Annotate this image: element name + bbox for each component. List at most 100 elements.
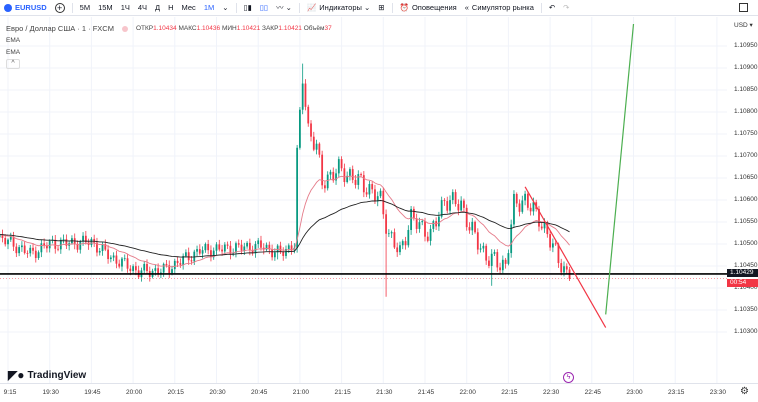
candle-style-button[interactable]: ▯▯	[256, 0, 272, 16]
candle-body	[432, 221, 435, 229]
candle-body	[146, 263, 148, 272]
candle-body	[265, 244, 268, 250]
time-axis[interactable]: ⚙ 9:15 19:30 19:45 20:00 20:15 20:30 20:45 21:0…	[0, 383, 758, 402]
candles-icon: ▯▮	[243, 3, 252, 12]
candle-body	[112, 255, 115, 258]
candle-body	[387, 233, 390, 235]
candle-body	[254, 244, 257, 254]
candle-body	[337, 159, 340, 174]
candle-body	[12, 236, 15, 247]
price-label: 1.10900	[734, 64, 758, 71]
time-label: 21:45	[417, 389, 435, 396]
time-label: 20:00	[125, 389, 143, 396]
layouts-button[interactable]: ⊞	[374, 0, 388, 16]
fullscreen-button[interactable]	[735, 0, 752, 16]
interval-Мес[interactable]: Мес	[181, 3, 196, 12]
candle-body	[399, 245, 401, 253]
interval-1Ч[interactable]: 1Ч	[120, 3, 130, 12]
candle-body	[59, 239, 62, 250]
interval-5M[interactable]: 5M	[79, 3, 91, 12]
candle-body	[251, 250, 254, 254]
candle-body	[412, 208, 415, 219]
candle-body	[23, 245, 26, 254]
candle-body	[185, 252, 187, 257]
undo-button[interactable]: ↶	[545, 0, 559, 16]
time-label: 23:15	[668, 389, 685, 396]
candle-body	[499, 267, 501, 271]
candle-body	[62, 239, 65, 240]
candle-body	[260, 240, 262, 248]
interval-15M[interactable]: 15M	[98, 3, 113, 12]
candle-body	[101, 244, 104, 252]
price-chart[interactable]	[0, 17, 727, 383]
candle-body	[465, 207, 468, 228]
candle-body	[318, 143, 321, 155]
candle-body	[365, 192, 368, 195]
currency-selector[interactable]: USD ▾	[734, 22, 753, 29]
candle-body	[43, 243, 46, 246]
candle-body	[424, 221, 426, 237]
redo-icon: ↷	[563, 3, 570, 12]
close-value: 1.10421	[278, 25, 302, 32]
legend-ema-2[interactable]: EMA	[6, 49, 21, 56]
candle-body	[187, 252, 190, 261]
lightning-icon[interactable]: ϟ	[563, 372, 574, 383]
candle-body	[79, 241, 82, 250]
candle-body	[532, 202, 535, 212]
candle-body	[324, 185, 326, 189]
volume-value: 37	[324, 25, 332, 32]
candle-body	[551, 243, 554, 248]
alerts-button[interactable]: ⏰ Оповещения	[396, 0, 461, 16]
candle-body	[382, 190, 385, 215]
candle-body	[104, 244, 107, 250]
candle-body	[204, 244, 207, 251]
redo-button[interactable]: ↷	[559, 0, 573, 16]
price-axis[interactable]: USD ▾ 1.10950 1.10900 1.10850 1.10800 1.1075…	[727, 17, 758, 383]
candle-body	[335, 173, 337, 181]
candle-body	[0, 234, 1, 238]
compare-button[interactable]: +	[51, 0, 69, 16]
candle-body	[521, 200, 524, 212]
candle-body	[488, 260, 490, 266]
candle-body	[426, 236, 429, 241]
line-style-button[interactable]: 〰 ⌄	[272, 0, 296, 16]
candle-body	[493, 252, 496, 254]
candle-body	[198, 249, 201, 254]
candle-body	[396, 247, 399, 253]
candle-body	[357, 174, 360, 185]
interval-Д[interactable]: Д	[155, 3, 161, 12]
bars-style-button[interactable]: ▯▮	[240, 0, 256, 16]
candle-body	[312, 136, 315, 150]
toolbar-divider	[391, 2, 393, 13]
interval-4Ч[interactable]: 4Ч	[137, 3, 148, 12]
candle-body	[457, 204, 460, 211]
candle-body	[524, 193, 526, 201]
price-label: 1.10950	[734, 42, 758, 49]
legend-title: Евро / Доллар США · 1 · FXCM	[6, 24, 114, 33]
indicators-button[interactable]: 📈 Индикаторы ⌄	[306, 3, 371, 12]
candle-body	[9, 236, 12, 240]
interval-1M[interactable]: 1M	[203, 3, 215, 12]
candle-body	[173, 260, 176, 270]
candle-body	[65, 239, 68, 246]
replay-button[interactable]: «Симулятор рынка	[461, 0, 538, 16]
interval-Н[interactable]: Н	[168, 3, 174, 12]
interval-dropdown[interactable]: ⌄	[222, 3, 229, 12]
candle-body	[385, 214, 387, 234]
candle-body	[440, 200, 443, 217]
settings-gear-icon[interactable]: ⚙	[740, 386, 749, 397]
tradingview-logo[interactable]: ◤● TradingView	[8, 368, 86, 382]
candle-body	[513, 193, 515, 225]
candle-body	[304, 83, 307, 107]
candle-body	[57, 248, 59, 250]
symbol-label: EURUSD	[15, 3, 47, 12]
candle-body	[479, 248, 482, 250]
legend-ema-1[interactable]: EMA	[6, 37, 21, 44]
candle-body	[557, 244, 560, 264]
symbol-button[interactable]: EURUSD	[0, 0, 51, 16]
candle-body	[418, 222, 421, 229]
legend-collapse-button[interactable]: ^	[6, 59, 20, 69]
candle-body	[15, 246, 18, 254]
candle-body	[371, 184, 374, 190]
volume-label: Объём	[303, 25, 325, 32]
